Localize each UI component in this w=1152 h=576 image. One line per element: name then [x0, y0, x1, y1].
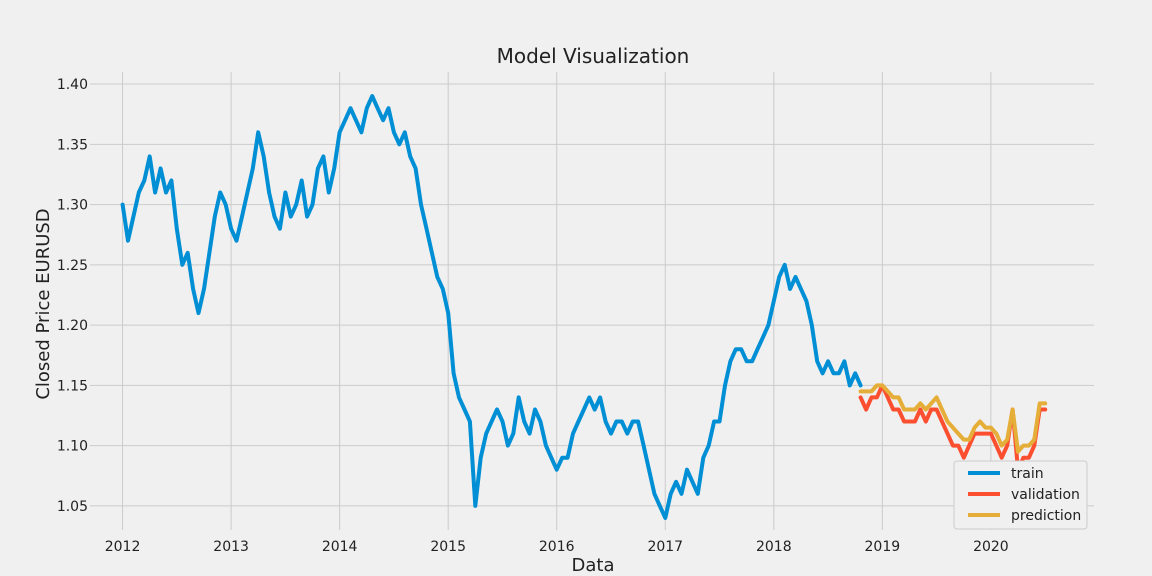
- y-tick-label: 1.20: [57, 318, 88, 334]
- y-tick-label: 1.15: [57, 378, 88, 394]
- chart-title: Model Visualization: [497, 44, 690, 68]
- legend: train validation prediction: [953, 460, 1088, 530]
- x-tick-label: 2020: [973, 539, 1009, 555]
- x-axis-label: Data: [572, 555, 615, 576]
- y-tick-label: 1.25: [57, 258, 88, 274]
- series-lines: [120, 94, 1048, 520]
- legend-label-prediction: prediction: [1011, 508, 1081, 524]
- x-tick-label: 2019: [865, 539, 901, 555]
- legend-box: [953, 460, 1088, 530]
- x-tick-label: 2018: [756, 539, 792, 555]
- x-tick-label: 2012: [105, 539, 141, 555]
- legend-label-train: train: [1011, 466, 1044, 482]
- series-line-prediction: [858, 383, 1048, 454]
- grid: [90, 72, 1094, 530]
- y-tick-label: 1.05: [57, 499, 88, 515]
- y-axis-ticks: 1.05 1.10 1.15 1.20 1.25 1.30 1.35 1.40: [57, 77, 88, 515]
- y-axis-label: Closed Price EURUSD: [33, 208, 54, 399]
- legend-label-validation: validation: [1011, 487, 1080, 503]
- y-tick-label: 1.40: [57, 77, 88, 93]
- series-line-train: [120, 94, 863, 520]
- x-tick-label: 2017: [647, 539, 683, 555]
- y-tick-label: 1.35: [57, 137, 88, 153]
- y-tick-label: 1.10: [57, 439, 88, 455]
- x-tick-label: 2014: [322, 539, 358, 555]
- y-tick-label: 1.30: [57, 198, 88, 214]
- x-tick-label: 2013: [213, 539, 249, 555]
- x-tick-label: 2016: [539, 539, 575, 555]
- x-tick-label: 2015: [430, 539, 466, 555]
- x-axis-ticks: 2012 2013 2014 2015 2016 2017 2018 2019 2020: [105, 539, 1009, 555]
